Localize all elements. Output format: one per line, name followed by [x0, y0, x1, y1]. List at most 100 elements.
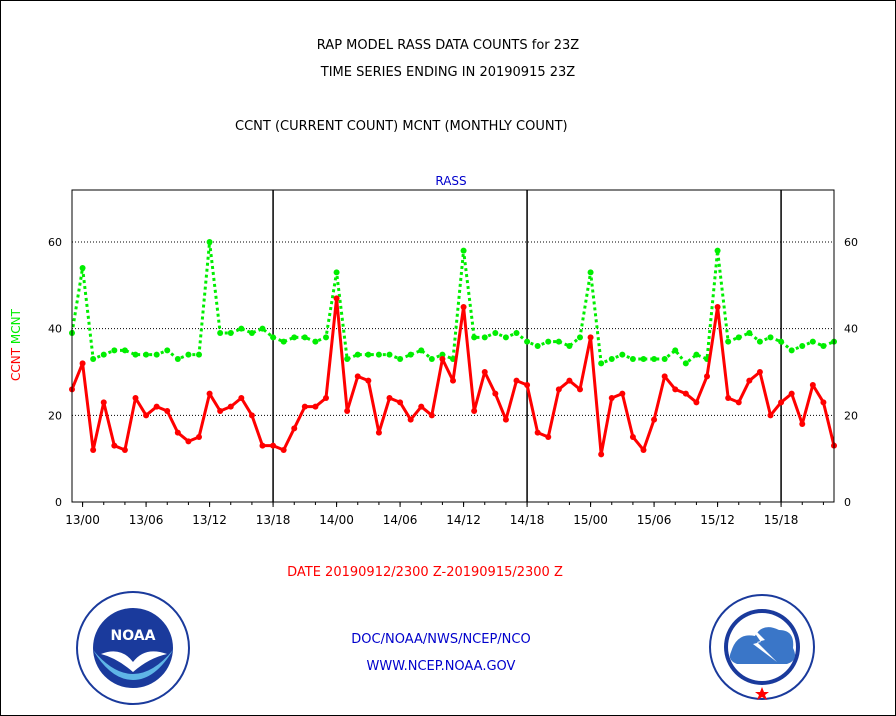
data-point-ccnt	[555, 386, 562, 393]
data-point-mcnt	[809, 338, 816, 345]
x-tick-label: 15/06	[637, 513, 672, 527]
data-point-ccnt	[640, 447, 647, 453]
data-point-ccnt	[545, 434, 552, 440]
data-point-ccnt	[788, 390, 795, 397]
data-point-ccnt	[164, 408, 171, 414]
data-point-mcnt	[492, 330, 499, 336]
data-point-ccnt	[767, 412, 774, 419]
data-point-mcnt	[386, 351, 393, 358]
data-point-ccnt	[608, 395, 615, 401]
data-point-ccnt	[196, 434, 202, 440]
data-point-mcnt	[270, 334, 277, 341]
credit-line-2: WWW.NCEP.NOAA.GOV	[366, 659, 516, 674]
data-point-mcnt	[100, 351, 107, 358]
x-tick-label: 13/12	[192, 513, 227, 527]
panel-title: RASS	[435, 174, 466, 188]
x-tick-label: 14/18	[510, 513, 545, 527]
data-point-ccnt	[566, 377, 573, 384]
data-point-mcnt	[407, 351, 414, 358]
data-point-mcnt	[513, 330, 520, 336]
data-point-ccnt	[481, 369, 488, 375]
data-point-mcnt	[196, 351, 202, 358]
data-point-mcnt	[259, 325, 266, 332]
data-point-ccnt	[513, 377, 520, 384]
data-point-mcnt	[693, 351, 700, 358]
data-point-mcnt	[354, 351, 361, 358]
data-point-ccnt	[206, 390, 213, 397]
data-point-mcnt	[566, 343, 573, 349]
data-point-ccnt	[672, 386, 679, 393]
data-point-ccnt	[502, 416, 509, 423]
data-point-ccnt	[79, 360, 86, 367]
data-point-ccnt	[598, 451, 605, 458]
data-point-mcnt	[301, 334, 308, 341]
data-point-ccnt	[693, 399, 700, 406]
series	[69, 239, 837, 458]
data-point-ccnt	[820, 399, 827, 406]
grid	[72, 190, 834, 502]
data-point-ccnt	[238, 395, 245, 401]
chart-title: RAP MODEL RASS DATA COUNTS for 23Z	[316, 38, 580, 53]
y-tick-label-right: 20	[844, 409, 858, 422]
data-point-mcnt	[460, 247, 467, 254]
data-point-ccnt	[471, 408, 478, 414]
data-point-mcnt	[672, 347, 679, 354]
credit-line-1: DOC/NOAA/NWS/NCEP/NCO	[351, 632, 531, 647]
data-point-ccnt	[450, 377, 456, 384]
data-point-mcnt	[555, 338, 562, 345]
data-point-ccnt	[280, 447, 287, 453]
data-point-ccnt	[577, 386, 583, 393]
data-point-ccnt	[587, 334, 594, 341]
data-point-ccnt	[90, 447, 97, 453]
data-point-mcnt	[312, 338, 319, 345]
data-point-mcnt	[661, 356, 668, 362]
svg-text:NOAA: NOAA	[111, 628, 156, 644]
y-tick-label: 40	[48, 323, 62, 336]
y-tick-label-right: 60	[844, 236, 858, 249]
data-point-ccnt	[407, 416, 414, 423]
data-point-ccnt	[323, 395, 329, 401]
y-tick-label-right: 0	[844, 496, 851, 509]
data-point-mcnt	[280, 338, 287, 345]
x-tick-label: 14/00	[319, 513, 354, 527]
data-point-mcnt	[185, 351, 192, 358]
y-tick-label-right: 40	[844, 323, 858, 336]
data-point-mcnt	[344, 356, 351, 362]
data-point-ccnt	[153, 403, 160, 410]
data-point-ccnt	[492, 390, 499, 397]
data-point-ccnt	[121, 447, 128, 453]
data-point-ccnt	[301, 403, 308, 410]
data-point-ccnt	[386, 395, 393, 401]
data-point-mcnt	[428, 356, 435, 362]
data-point-mcnt	[629, 356, 636, 362]
data-point-mcnt	[640, 356, 647, 362]
y-tick-label: 60	[48, 236, 62, 249]
nws-logo-icon	[709, 594, 815, 700]
data-point-ccnt	[799, 421, 806, 427]
data-point-mcnt	[481, 334, 488, 341]
x-tick-label: 15/18	[764, 513, 799, 527]
data-point-mcnt	[291, 334, 298, 341]
plot-frame	[71, 189, 835, 503]
data-point-ccnt	[248, 412, 255, 419]
y-axis-label-ccnt: CCNT	[9, 344, 23, 381]
date-range: DATE 20190912/2300 Z-20190915/2300 Z	[287, 565, 563, 580]
data-point-mcnt	[714, 247, 721, 254]
series-line-ccnt	[70, 296, 836, 456]
data-point-mcnt	[502, 334, 509, 341]
axes: 0 0 20 20 40 40 60 60 13/00 13/06 13/12 13/18 14/00 1…	[48, 189, 858, 527]
data-point-mcnt	[598, 360, 605, 367]
data-point-ccnt	[756, 369, 763, 375]
data-point-mcnt	[682, 360, 689, 367]
data-point-mcnt	[153, 351, 160, 358]
data-point-ccnt	[227, 403, 234, 410]
x-tick-label: 15/12	[700, 513, 735, 527]
data-point-ccnt	[809, 382, 816, 388]
data-point-mcnt	[333, 269, 340, 276]
data-point-mcnt	[365, 351, 372, 358]
data-point-mcnt	[206, 239, 213, 245]
data-point-mcnt	[619, 351, 626, 358]
data-point-ccnt	[100, 399, 107, 406]
data-point-ccnt	[344, 408, 351, 414]
